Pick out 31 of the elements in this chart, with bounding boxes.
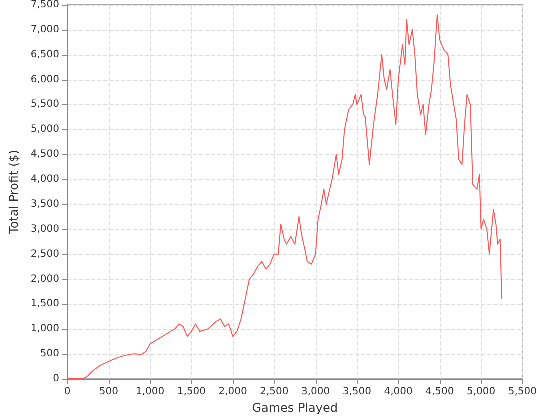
y-tick-label: 4,500 (30, 149, 60, 160)
x-tick-label: 4,500 (426, 386, 454, 398)
x-tick-label: 5,000 (466, 386, 496, 398)
y-tick-label: 2,000 (30, 274, 60, 285)
x-axis-title: Games Played (252, 400, 338, 415)
x-tick-label: 2,000 (218, 386, 248, 398)
x-tick-label: 2,500 (260, 386, 289, 398)
x-tick-label: 3,500 (342, 386, 372, 398)
y-tick-label: 1,500 (30, 298, 60, 310)
y-tick-label: 5,500 (30, 99, 60, 110)
y-tick-label: 7,500 (30, 0, 60, 10)
y-tick-label: 6,000 (30, 74, 60, 86)
x-tick-label: 3,000 (301, 386, 330, 398)
y-tick-label: 2,500 (30, 248, 60, 260)
x-tick-label: 500 (99, 386, 118, 398)
y-tick-label: 4,000 (30, 174, 60, 186)
x-tick-label: 4,000 (384, 386, 413, 398)
x-tick-label: 1,500 (177, 386, 206, 398)
x-tick-label: 1,000 (136, 386, 165, 398)
y-tick-label: 1,000 (30, 324, 60, 335)
y-tick-label: 0 (53, 374, 60, 384)
y-tick-label: 3,000 (30, 224, 60, 235)
y-tick-label: 6,500 (30, 49, 60, 60)
y-axis-title: Total Profit ($) (7, 150, 21, 235)
y-tick-label: 3,500 (30, 198, 60, 210)
x-tick-label: 0 (64, 386, 71, 398)
line-series (67, 14, 502, 380)
y-tick-label: 7,000 (30, 24, 60, 36)
y-tick-label: 500 (40, 348, 60, 360)
y-tick-label: 5,000 (30, 124, 60, 136)
x-tick-label: 5,500 (508, 386, 538, 398)
